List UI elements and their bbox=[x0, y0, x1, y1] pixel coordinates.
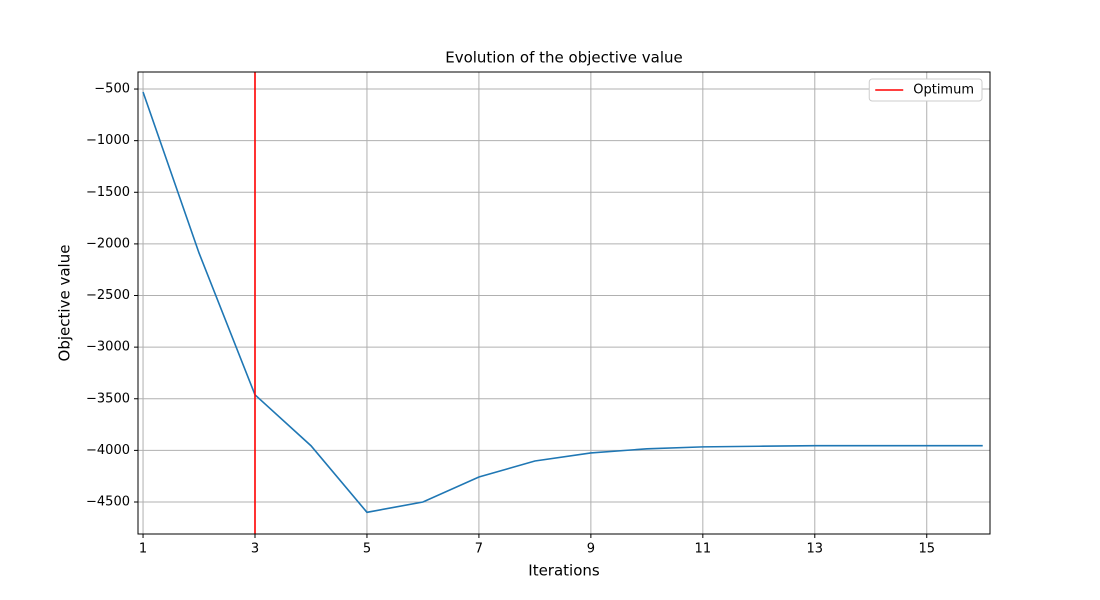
y-tick-label: −3500 bbox=[86, 391, 130, 406]
legend-label: Optimum bbox=[913, 83, 974, 98]
data-line bbox=[142, 91, 983, 514]
x-tick-label: 5 bbox=[363, 542, 371, 557]
plot-frame bbox=[137, 71, 991, 535]
x-tick-label: 7 bbox=[475, 542, 483, 557]
y-tick-label: −1000 bbox=[86, 133, 130, 148]
x-tick-label: 3 bbox=[251, 542, 259, 557]
y-tick-label: −4500 bbox=[86, 494, 130, 509]
y-tick-label: −1500 bbox=[86, 185, 130, 200]
plot-area: 1 3 5 7 9 11 13 15−500−1000−1500−2000−2500−3000… bbox=[86, 71, 991, 557]
y-tick-label: −500 bbox=[94, 82, 130, 97]
x-axis-label: Iterations bbox=[528, 562, 600, 580]
x-tick-label: 11 bbox=[695, 542, 712, 557]
x-tick-label: 15 bbox=[918, 542, 935, 557]
y-tick-label: −3000 bbox=[86, 340, 130, 355]
x-tick-label: 1 bbox=[139, 542, 147, 557]
legend-box bbox=[868, 78, 983, 102]
chart-title: Evolution of the objective value bbox=[445, 49, 683, 67]
y-tick-label: −4000 bbox=[86, 443, 130, 458]
x-tick-label: 9 bbox=[587, 542, 595, 557]
legend: Optimum bbox=[868, 78, 983, 102]
x-tick-label: 13 bbox=[807, 542, 824, 557]
y-tick-label: −2500 bbox=[86, 288, 130, 303]
y-tick-label: −2000 bbox=[86, 236, 130, 251]
y-axis-label: Objective value bbox=[56, 245, 74, 362]
